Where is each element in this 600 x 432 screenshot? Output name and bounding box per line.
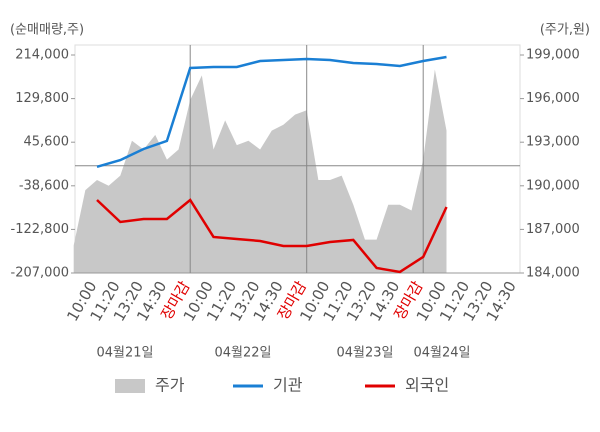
date-label: 04월22일: [214, 346, 271, 361]
date-label: 04월24일: [413, 346, 470, 361]
legend-label: 기관: [273, 376, 303, 395]
y2-tick-label: 193,000: [526, 135, 580, 150]
y2-tick-label: 199,000: [526, 48, 580, 63]
date-label: 04월21일: [96, 346, 153, 361]
legend-swatch: [115, 379, 145, 393]
y2-tick-label: 196,000: [526, 91, 580, 106]
y2-tick-label: 190,000: [526, 178, 580, 193]
series-line: [96, 55, 447, 169]
y-tick-label: -38,600: [19, 178, 69, 193]
y-tick-label: -122,800: [11, 222, 69, 237]
legend-label: 외국인: [405, 376, 449, 395]
y2-axis-title: (주가,원): [540, 23, 590, 38]
y-axis-title: (순매매량,주): [10, 23, 84, 38]
y-tick-label: 45,600: [24, 135, 70, 150]
y2-tick-label: 187,000: [526, 222, 580, 237]
legend-label: 주가: [155, 376, 185, 395]
y-tick-label: 129,800: [15, 91, 69, 106]
y2-tick-label: 184,000: [526, 266, 580, 281]
price-area: [73, 69, 447, 274]
y-tick-label: 214,000: [15, 48, 69, 63]
series-line: [96, 198, 448, 274]
y-tick-label: -207,000: [11, 266, 69, 281]
date-label: 04월23일: [336, 346, 393, 361]
